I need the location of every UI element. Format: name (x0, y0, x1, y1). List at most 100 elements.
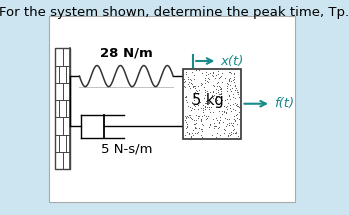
Point (223, 111, 229, 114)
Point (202, 76, 207, 80)
Point (227, 79, 232, 82)
Point (217, 75, 223, 79)
Point (226, 82, 231, 86)
Point (187, 115, 193, 119)
Point (223, 110, 229, 114)
Point (192, 122, 197, 126)
Point (217, 86, 223, 89)
Point (218, 94, 224, 97)
Point (224, 104, 230, 108)
Point (213, 116, 219, 120)
Point (233, 130, 239, 134)
Point (188, 136, 194, 139)
Point (185, 104, 191, 108)
Point (218, 91, 224, 94)
Point (205, 80, 211, 84)
Point (215, 88, 221, 92)
Point (221, 104, 227, 107)
Point (186, 115, 191, 119)
Point (231, 115, 237, 118)
Point (232, 127, 237, 131)
Point (232, 119, 238, 123)
Point (234, 103, 239, 106)
Point (203, 73, 208, 77)
Point (190, 106, 195, 110)
Point (192, 86, 198, 90)
Point (183, 120, 189, 124)
Point (222, 98, 228, 101)
Point (190, 131, 195, 134)
Point (222, 109, 227, 113)
Point (193, 88, 199, 91)
Point (216, 93, 222, 96)
Point (230, 121, 236, 124)
Point (202, 88, 208, 92)
Point (226, 123, 231, 127)
Point (213, 124, 219, 127)
Point (226, 71, 232, 74)
Point (203, 71, 209, 74)
Point (193, 122, 199, 125)
Point (231, 76, 237, 79)
Point (217, 115, 223, 119)
Point (217, 92, 223, 96)
Point (193, 113, 199, 117)
Point (199, 106, 204, 110)
Point (218, 90, 224, 93)
Point (181, 84, 187, 88)
Point (184, 125, 190, 128)
Point (236, 91, 241, 94)
Point (215, 72, 220, 76)
Point (210, 102, 216, 106)
Point (182, 114, 188, 118)
Point (207, 110, 213, 114)
Point (183, 70, 188, 74)
Point (192, 131, 198, 135)
Point (207, 91, 213, 94)
Point (188, 81, 194, 85)
Point (207, 126, 212, 129)
Point (186, 81, 192, 84)
Point (213, 105, 219, 109)
Point (223, 110, 229, 114)
Point (227, 88, 232, 91)
Point (195, 84, 201, 87)
Point (203, 118, 208, 121)
Point (192, 73, 197, 77)
Point (181, 78, 187, 81)
Point (237, 109, 243, 112)
Bar (49, 16, 295, 202)
Point (237, 87, 243, 90)
Point (227, 80, 232, 83)
Point (234, 89, 239, 92)
Point (210, 74, 216, 77)
Point (218, 87, 224, 90)
Point (227, 97, 232, 100)
Point (206, 106, 212, 109)
Point (213, 87, 219, 91)
Point (211, 93, 217, 97)
Point (219, 71, 225, 75)
Point (202, 88, 208, 91)
Point (201, 96, 207, 100)
Point (214, 98, 220, 101)
Point (198, 117, 203, 120)
Point (202, 106, 208, 109)
Point (215, 132, 220, 135)
Point (211, 125, 217, 128)
Point (235, 116, 240, 120)
Point (183, 127, 188, 130)
Point (228, 84, 233, 87)
Bar (183, 69, 242, 139)
Text: 5 N-s/m: 5 N-s/m (101, 143, 152, 156)
Point (184, 130, 190, 134)
Point (233, 131, 239, 134)
Point (204, 79, 209, 83)
Point (195, 108, 201, 111)
Point (206, 72, 211, 76)
Point (216, 77, 222, 80)
Point (206, 78, 212, 81)
Point (228, 80, 233, 83)
Point (224, 86, 229, 90)
Point (203, 99, 209, 102)
